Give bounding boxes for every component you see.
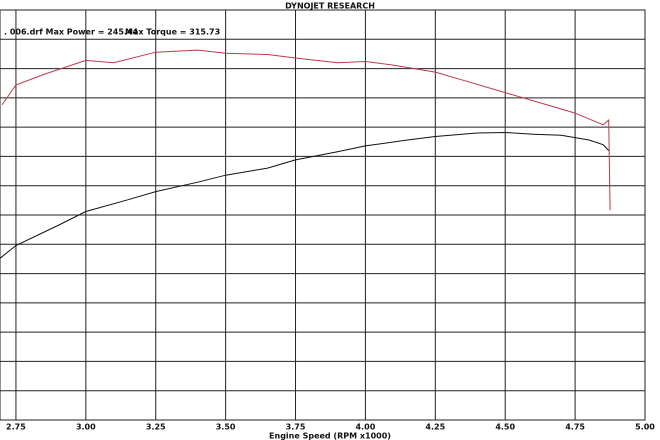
x-tick-label: 3.50 — [216, 423, 236, 432]
x-tick-label: 3.75 — [286, 423, 306, 432]
x-tick-label: 4.75 — [565, 423, 585, 432]
annotation: . 006.drf Max Power = 245.44 — [4, 28, 139, 37]
x-tick-label: 4.50 — [495, 423, 515, 432]
x-tick-label: 4.00 — [356, 423, 376, 432]
x-tick-label: 2.75 — [6, 423, 26, 432]
plot-frame — [0, 9, 646, 421]
series-line — [1, 49, 611, 211]
x-tick-label: 3.25 — [146, 423, 166, 432]
x-tick-label: 3.00 — [76, 423, 96, 432]
annotation: Max Torque = 315.73 — [125, 28, 220, 37]
series-line — [0, 131, 610, 259]
chart-title: DYNOJET RESEARCH — [285, 2, 375, 11]
x-axis-label: Engine Speed (RPM x1000) — [269, 432, 391, 440]
x-tick-label: 4.25 — [425, 423, 445, 432]
x-tick-label: 5.00 — [635, 423, 655, 432]
